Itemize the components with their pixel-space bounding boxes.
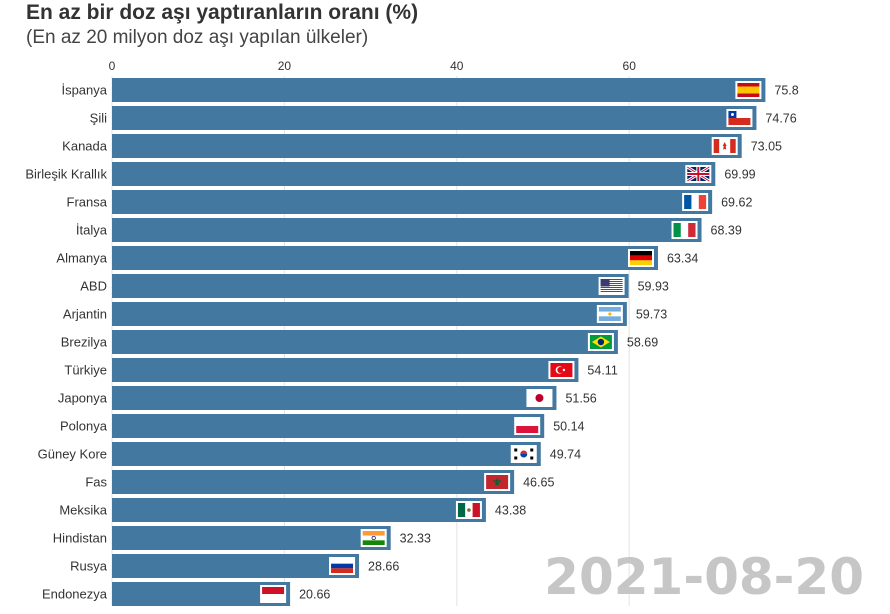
category-label: Arjantin — [63, 307, 107, 322]
category-label: İspanya — [61, 83, 107, 98]
value-label: 59.73 — [636, 308, 667, 322]
bar — [112, 470, 515, 494]
value-label: 49.74 — [550, 448, 581, 462]
bar — [112, 442, 541, 466]
category-label: ABD — [80, 279, 107, 294]
value-label: 63.34 — [667, 252, 698, 266]
value-label: 73.05 — [751, 140, 782, 154]
mexico-flag-icon — [455, 501, 482, 519]
japan-flag-icon — [526, 389, 553, 407]
category-label: Japonya — [58, 391, 108, 406]
brazil-flag-icon — [587, 333, 614, 351]
italy-flag-icon — [671, 221, 698, 239]
x-axis-ticks: 0 20 40 60 — [109, 59, 637, 73]
flags — [260, 81, 762, 603]
value-label: 54.11 — [587, 364, 617, 378]
value-label: 68.39 — [711, 224, 742, 238]
category-label: Fas — [85, 475, 107, 490]
category-label: Endonezya — [42, 587, 108, 602]
category-label: Rusya — [70, 559, 108, 574]
south-korea-flag-icon — [510, 445, 537, 463]
value-label: 69.99 — [724, 168, 755, 182]
bar — [112, 134, 742, 158]
x-tick-label: 0 — [109, 59, 116, 73]
bar — [112, 274, 629, 298]
category-label: Fransa — [67, 195, 108, 210]
bar — [112, 218, 702, 242]
value-label: 69.62 — [721, 196, 752, 210]
bar — [112, 190, 713, 214]
value-label: 50.14 — [553, 420, 584, 434]
value-labels: 75.8 74.76 73.05 69.99 69.62 68.39 63.34 59.93 5… — [299, 84, 799, 602]
uk-flag-icon — [685, 165, 712, 183]
poland-flag-icon — [514, 417, 541, 435]
chile-flag-icon — [726, 109, 753, 127]
bar — [112, 106, 757, 130]
bar — [112, 414, 545, 438]
x-tick-label: 40 — [450, 59, 464, 73]
category-label: Brezilya — [61, 335, 108, 350]
turkey-flag-icon — [548, 361, 575, 379]
value-label: 20.66 — [299, 588, 330, 602]
category-label: Birleşik Krallık — [25, 167, 107, 182]
bar — [112, 78, 766, 102]
value-label: 51.56 — [565, 392, 596, 406]
chart-title: En az bir doz aşı yaptıranların oranı (%… — [26, 1, 419, 24]
category-label: Hindistan — [53, 531, 107, 546]
bar — [112, 330, 618, 354]
bar — [112, 386, 557, 410]
bar — [112, 498, 486, 522]
france-flag-icon — [682, 193, 709, 211]
chart-subtitle: (En az 20 milyon doz aşı yapılan ülkeler… — [26, 27, 369, 48]
category-label: Türkiye — [64, 363, 107, 378]
x-tick-label: 60 — [623, 59, 637, 73]
category-label: Almanya — [56, 251, 107, 266]
bar — [112, 302, 627, 326]
value-label: 46.65 — [523, 476, 554, 490]
x-tick-label: 20 — [278, 59, 292, 73]
category-labels: İspanya Şili Kanada Birleşik Krallık Fransa İ… — [25, 83, 107, 602]
morocco-flag-icon — [484, 473, 511, 491]
bar — [112, 358, 579, 382]
bar — [112, 246, 658, 270]
value-label: 59.93 — [638, 280, 669, 294]
value-label: 58.69 — [627, 336, 658, 350]
value-label: 32.33 — [400, 532, 431, 546]
germany-flag-icon — [627, 249, 654, 267]
category-label: Kanada — [62, 139, 108, 154]
category-label: İtalya — [76, 223, 108, 238]
indonesia-flag-icon — [260, 585, 287, 603]
category-label: Şili — [90, 111, 107, 126]
category-label: Polonya — [60, 419, 108, 434]
usa-flag-icon — [598, 277, 625, 295]
bar — [112, 526, 391, 550]
value-label: 74.76 — [765, 112, 796, 126]
bar — [112, 162, 716, 186]
bar — [112, 554, 360, 578]
value-label: 75.8 — [774, 84, 798, 98]
india-flag-icon — [360, 529, 387, 547]
argentina-flag-icon — [596, 305, 623, 323]
russia-flag-icon — [329, 557, 356, 575]
bars — [112, 78, 766, 606]
value-label: 43.38 — [495, 504, 526, 518]
value-label: 28.66 — [368, 560, 399, 574]
category-label: Meksika — [59, 503, 107, 518]
date-stamp: 2021-08-20 — [544, 548, 864, 606]
spain-flag-icon — [735, 81, 762, 99]
category-label: Güney Kore — [38, 447, 107, 462]
canada-flag-icon — [711, 137, 738, 155]
